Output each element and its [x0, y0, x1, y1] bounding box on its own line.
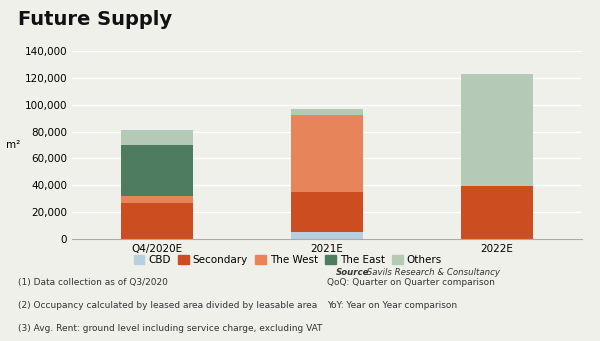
Bar [292, 116, 362, 192]
Bar [461, 74, 533, 187]
Text: (3) Avg. Rent: ground level including service charge, excluding VAT: (3) Avg. Rent: ground level including se… [18, 324, 322, 333]
Bar [461, 187, 533, 239]
Bar [121, 130, 193, 145]
Bar [121, 196, 193, 203]
Text: Future Supply: Future Supply [18, 10, 172, 29]
Text: (1) Data collection as of Q3/2020: (1) Data collection as of Q3/2020 [18, 278, 168, 287]
Bar [292, 192, 362, 232]
Text: Savils Research & Consultancy: Savils Research & Consultancy [364, 268, 500, 277]
Bar [121, 145, 193, 196]
Text: Source: Source [336, 268, 370, 277]
Text: QoQ: Quarter on Quarter comparison: QoQ: Quarter on Quarter comparison [327, 278, 495, 287]
Y-axis label: m²: m² [6, 140, 20, 150]
Bar [121, 203, 193, 239]
Text: (2) Occupancy calculated by leased area divided by leasable area: (2) Occupancy calculated by leased area … [18, 301, 317, 310]
Bar [292, 232, 362, 239]
Legend: CBD, Secondary, The West, The East, Others: CBD, Secondary, The West, The East, Othe… [130, 251, 446, 269]
Text: YoY: Year on Year comparison: YoY: Year on Year comparison [327, 301, 457, 310]
Bar [292, 109, 362, 116]
